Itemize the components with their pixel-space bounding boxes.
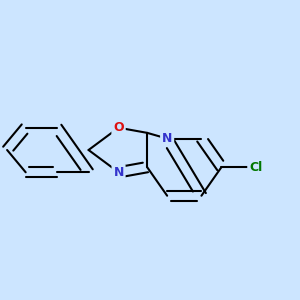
Text: N: N (113, 166, 124, 179)
Text: N: N (162, 132, 172, 145)
Text: O: O (113, 121, 124, 134)
Text: Cl: Cl (249, 160, 262, 174)
